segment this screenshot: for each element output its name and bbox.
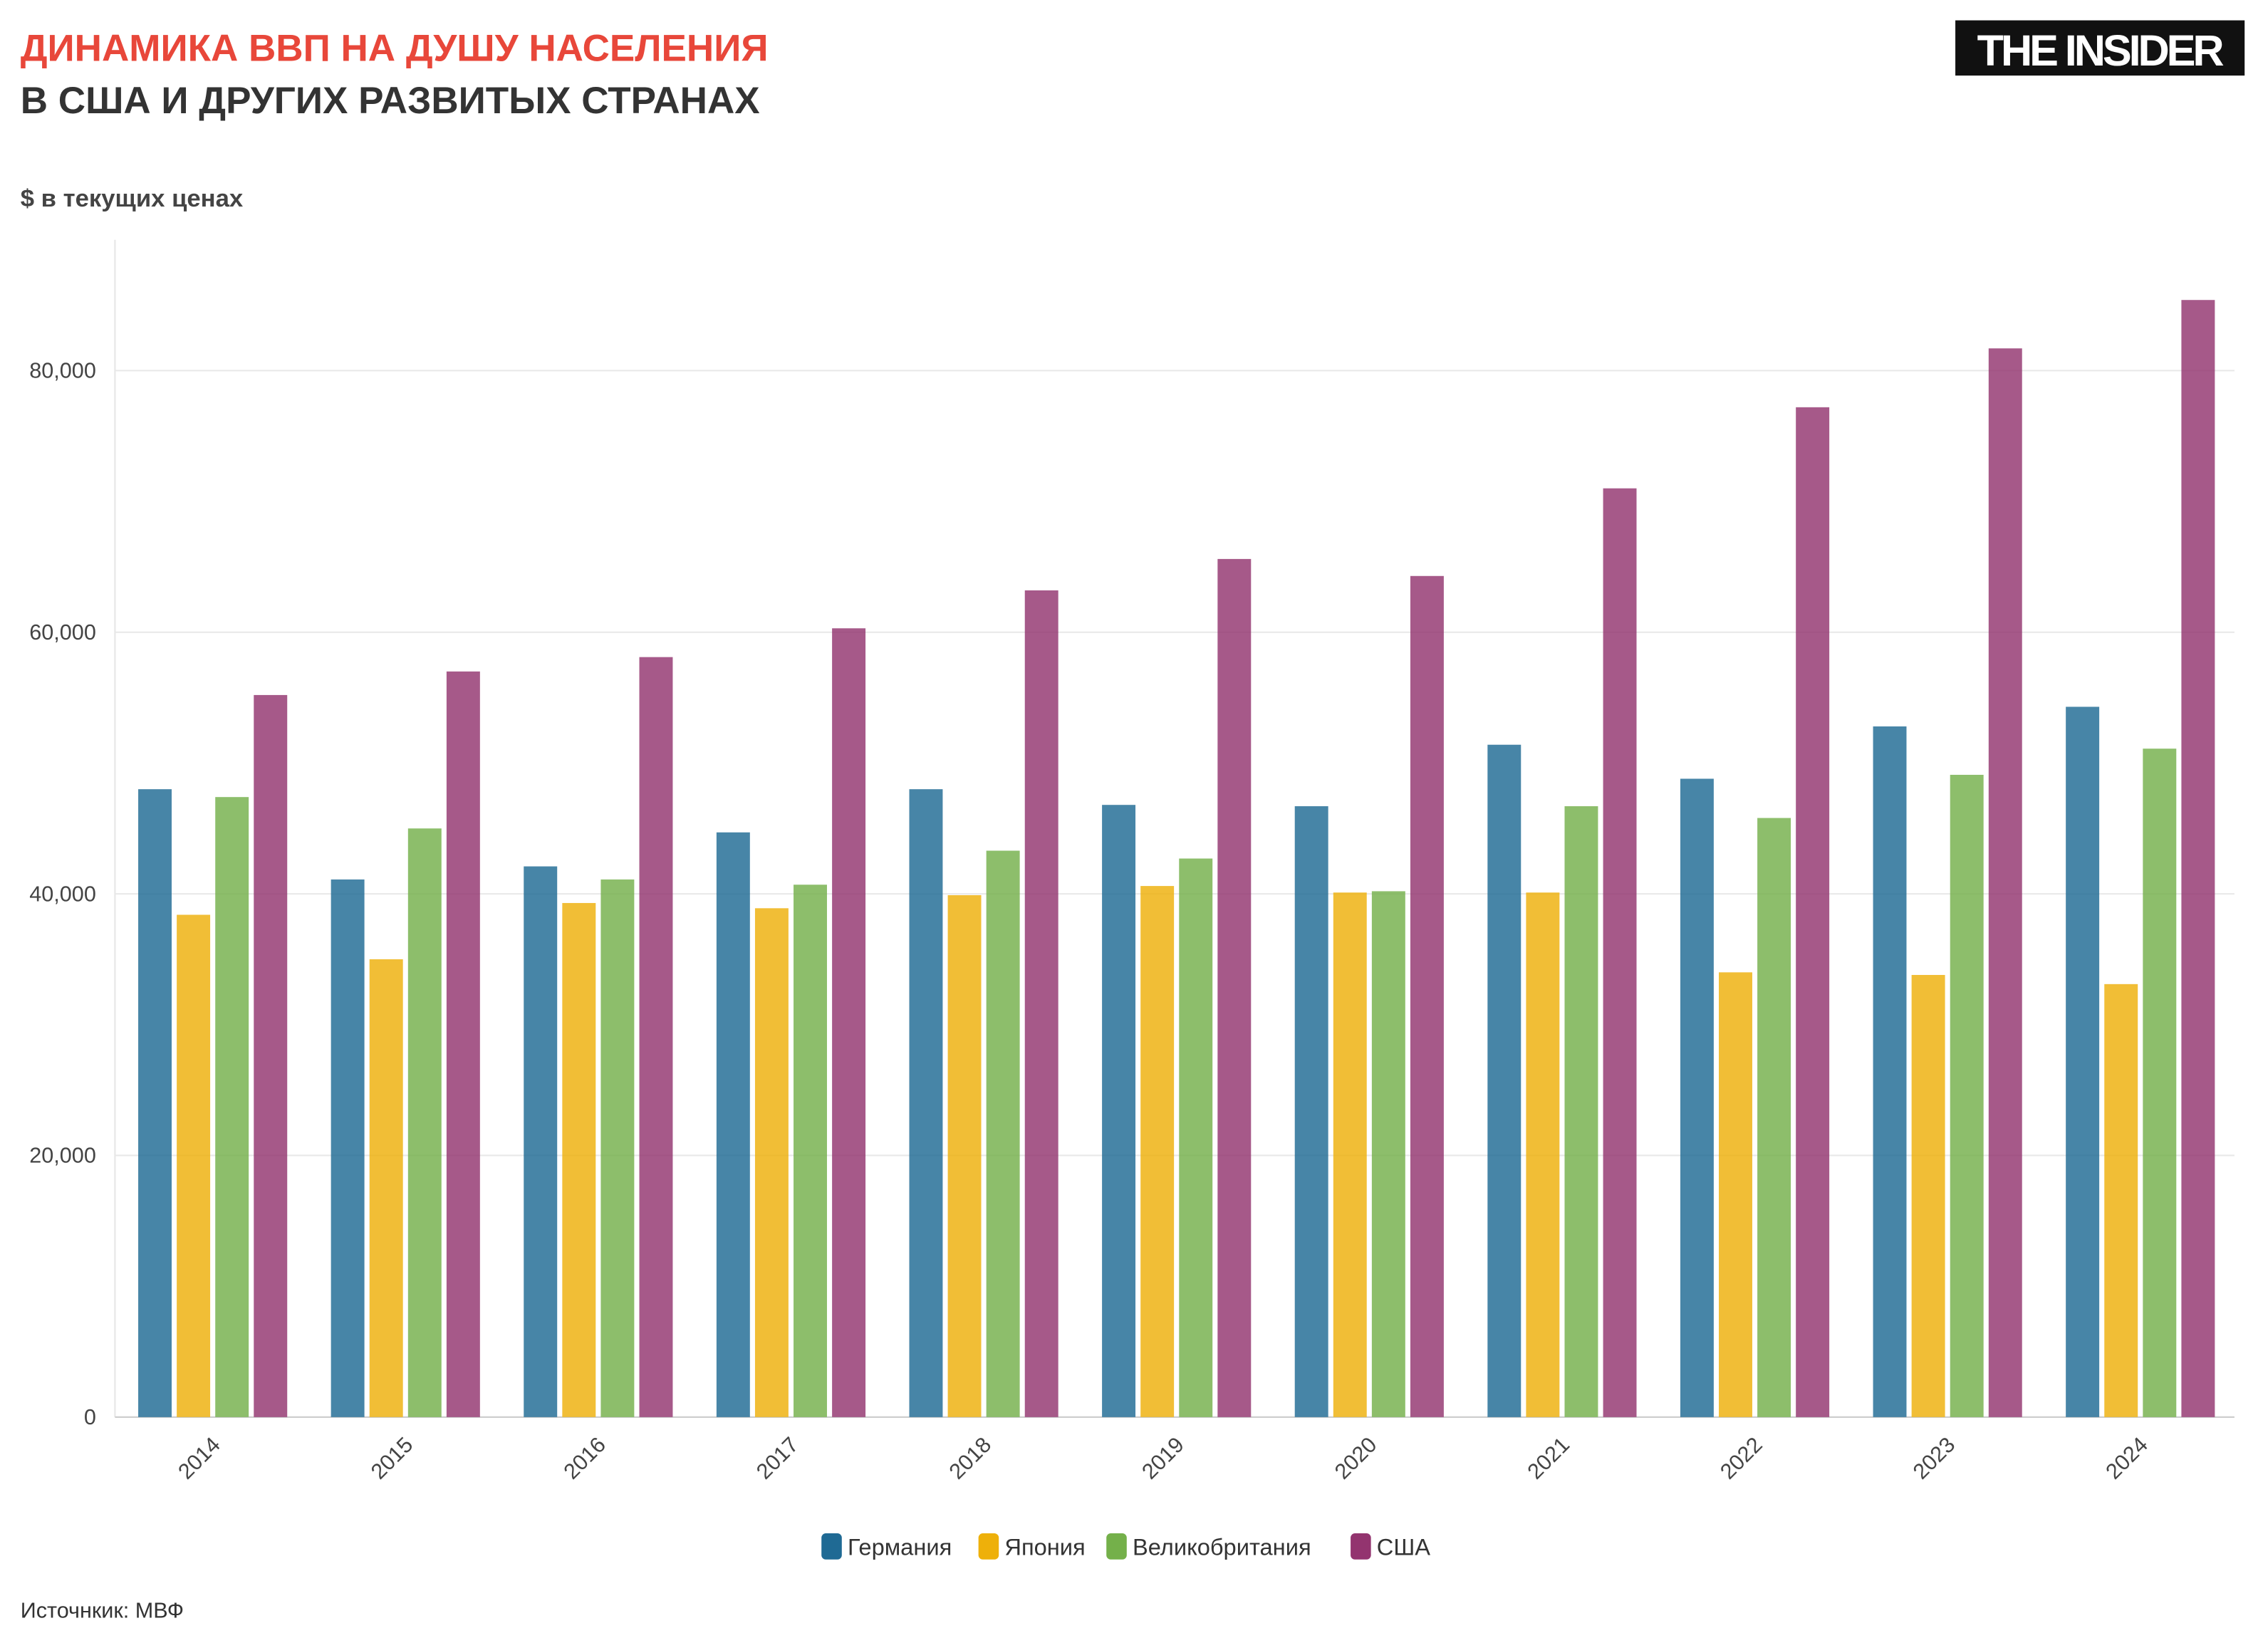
legend-item[interactable]: Япония — [978, 1533, 1086, 1560]
chart-subtitle: В США И ДРУГИХ РАЗВИТЫХ СТРАНАХ — [21, 80, 760, 122]
legend-item[interactable]: США — [1351, 1533, 1430, 1560]
bar-2019-3[interactable] — [1217, 558, 1252, 1417]
legend-label: Япония — [1004, 1534, 1085, 1560]
bar-2016-3[interactable] — [639, 657, 673, 1417]
bar-2024-1[interactable] — [2104, 984, 2138, 1417]
bar-2019-2[interactable] — [1179, 858, 1213, 1417]
legend-label: Великобритания — [1133, 1534, 1311, 1560]
x-tick-label: 2015 — [366, 1433, 417, 1484]
bar-2022-3[interactable] — [1796, 407, 1830, 1417]
legend-item[interactable]: Германия — [821, 1533, 952, 1560]
bar-2014-2[interactable] — [215, 797, 249, 1417]
bar-2020-3[interactable] — [1410, 575, 1444, 1417]
bar-2018-3[interactable] — [1024, 590, 1058, 1417]
bar-2019-0[interactable] — [1102, 805, 1136, 1417]
bar-2020-0[interactable] — [1294, 806, 1328, 1417]
x-tick-label: 2022 — [1716, 1433, 1767, 1484]
bar-2017-2[interactable] — [794, 885, 827, 1417]
bar-2017-1[interactable] — [754, 908, 789, 1417]
y-tick-label: 0 — [84, 1405, 96, 1429]
bar-2016-2[interactable] — [600, 879, 635, 1417]
bar-2024-0[interactable] — [2066, 706, 2100, 1417]
bar-2021-1[interactable] — [1526, 892, 1560, 1417]
legend-swatch — [821, 1533, 842, 1560]
bar-2014-1[interactable] — [177, 914, 211, 1417]
legend-item[interactable]: Великобритания — [1106, 1533, 1311, 1560]
x-tick-label: 2020 — [1330, 1433, 1381, 1484]
bar-2018-2[interactable] — [986, 850, 1020, 1417]
y-tick-label: 40,000 — [29, 882, 96, 906]
bar-2016-1[interactable] — [562, 902, 596, 1417]
x-tick-label: 2023 — [1908, 1433, 1960, 1484]
the-insider-logo: THE INSIDER — [1955, 20, 2245, 76]
bar-2017-0[interactable] — [716, 832, 750, 1417]
svg-text:THE INSIDER: THE INSIDER — [1977, 26, 2224, 75]
bar-2015-3[interactable] — [446, 671, 480, 1417]
bar-2023-2[interactable] — [1950, 774, 1984, 1417]
legend-label: США — [1377, 1534, 1430, 1560]
legend-swatch — [1106, 1533, 1127, 1560]
x-tick-label: 2021 — [1523, 1433, 1574, 1484]
legend-label: Германия — [848, 1534, 952, 1560]
bar-2016-0[interactable] — [524, 866, 558, 1417]
bar-2023-0[interactable] — [1873, 726, 1907, 1417]
bar-2014-0[interactable] — [138, 789, 172, 1417]
bar-2022-1[interactable] — [1719, 972, 1752, 1417]
x-tick-label: 2024 — [2101, 1433, 2153, 1484]
x-tick-label: 2016 — [559, 1433, 610, 1484]
bar-2017-3[interactable] — [832, 628, 866, 1417]
bar-2020-2[interactable] — [1371, 891, 1405, 1417]
x-tick-label: 2017 — [751, 1433, 803, 1484]
bar-2015-1[interactable] — [369, 959, 403, 1417]
bar-2024-3[interactable] — [2181, 300, 2215, 1417]
bar-2021-0[interactable] — [1487, 744, 1521, 1417]
y-tick-label: 80,000 — [29, 359, 96, 383]
x-tick-label: 2014 — [174, 1433, 225, 1484]
bar-2024-2[interactable] — [2143, 748, 2177, 1417]
bar-2020-1[interactable] — [1333, 892, 1367, 1417]
y-tick-label: 60,000 — [29, 620, 96, 645]
bar-2014-3[interactable] — [254, 694, 288, 1417]
bar-2023-1[interactable] — [1911, 974, 1945, 1417]
source-note: Источнкик: МВФ — [21, 1598, 184, 1622]
bar-2023-3[interactable] — [1988, 348, 2022, 1417]
bar-2018-1[interactable] — [947, 894, 982, 1417]
bar-2015-0[interactable] — [331, 879, 365, 1417]
chart-title: ДИНАМИКА ВВП НА ДУШУ НАСЕЛЕНИЯ — [21, 28, 769, 70]
bar-2018-0[interactable] — [909, 789, 943, 1417]
bar-2015-2[interactable] — [407, 828, 442, 1417]
bar-2022-0[interactable] — [1680, 778, 1714, 1417]
x-tick-label: 2018 — [945, 1433, 996, 1484]
y-tick-label: 20,000 — [29, 1144, 96, 1168]
legend-swatch — [1351, 1533, 1371, 1560]
bar-2019-1[interactable] — [1140, 886, 1175, 1417]
bar-2021-2[interactable] — [1564, 806, 1598, 1417]
y-axis-unit: $ в текущих ценах — [21, 185, 244, 212]
legend-swatch — [978, 1533, 999, 1560]
x-tick-label: 2019 — [1138, 1433, 1189, 1484]
bar-2021-3[interactable] — [1603, 488, 1637, 1417]
bar-2022-2[interactable] — [1757, 818, 1791, 1417]
